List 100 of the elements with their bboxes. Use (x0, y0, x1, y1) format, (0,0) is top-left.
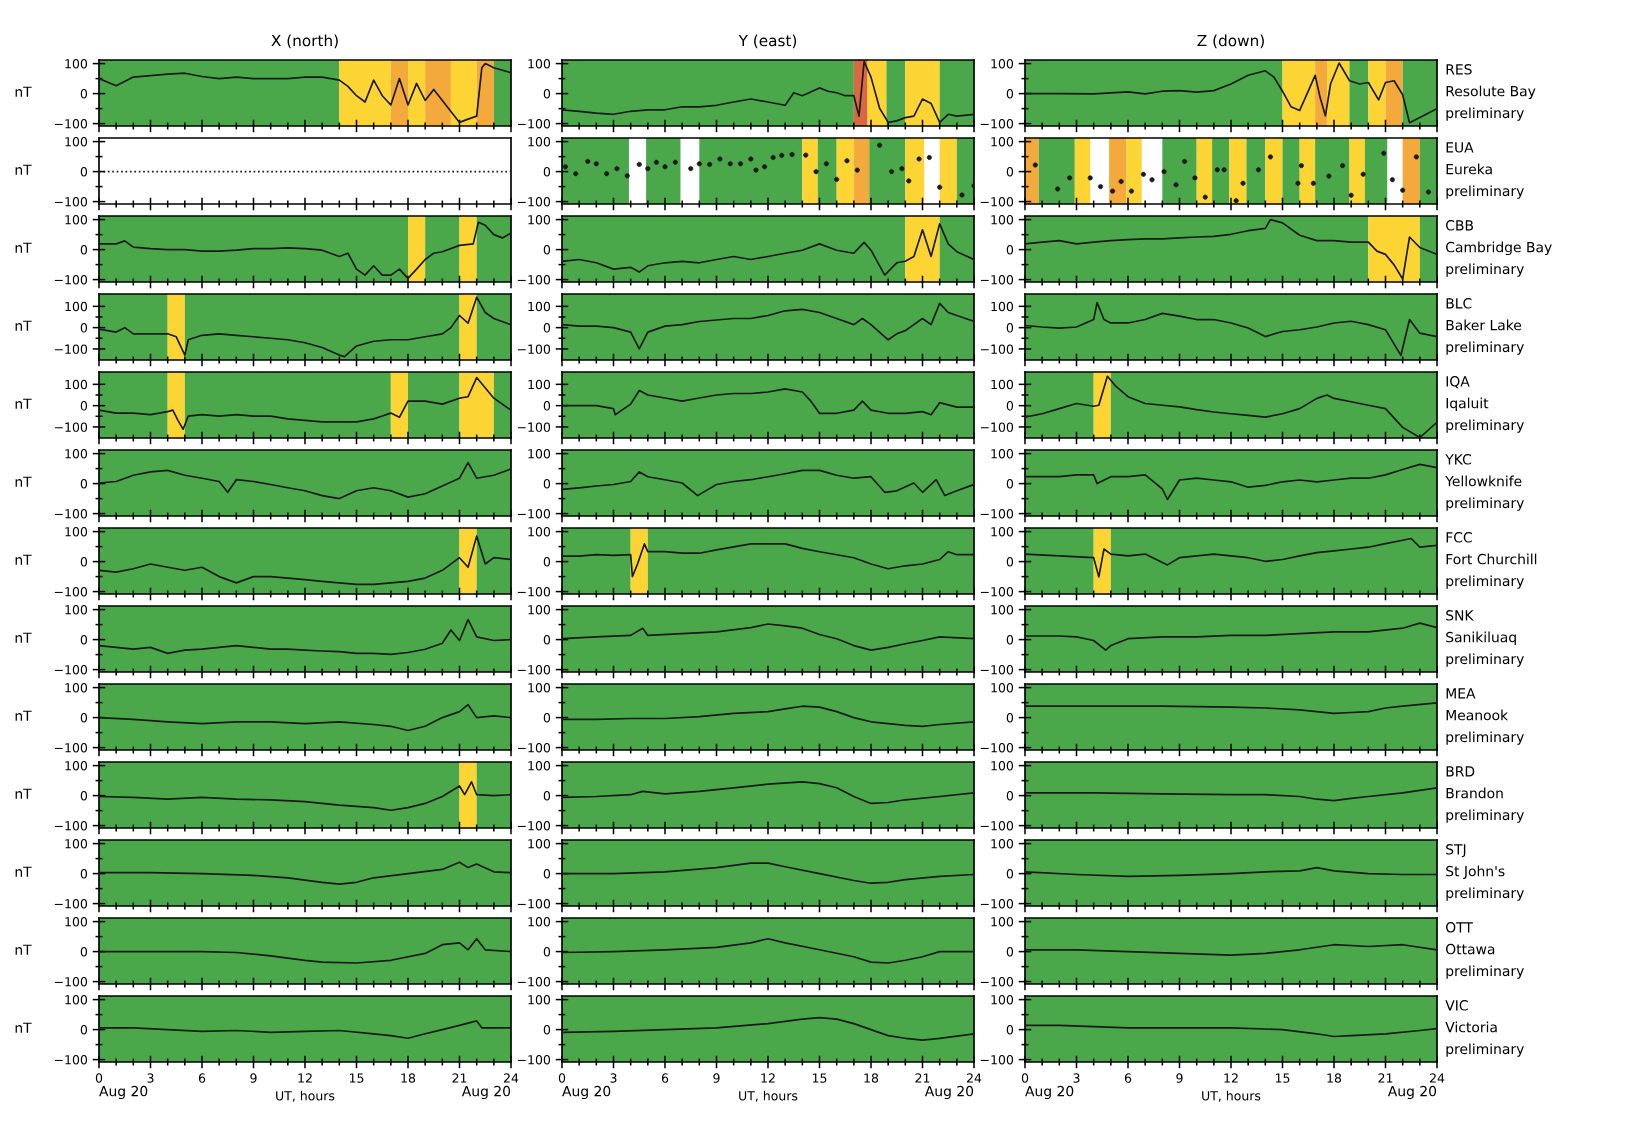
y-tick-label: −100 (980, 587, 1014, 597)
y-tick-label: 100 (528, 379, 551, 390)
text: Iqaluit (1446, 397, 1489, 412)
y-tick-label: 100 (65, 215, 88, 225)
y-tick-label: 0 (1006, 245, 1014, 255)
text: preliminary (1446, 653, 1524, 667)
y-tick-label: 0 (1006, 1025, 1014, 1035)
text: preliminary (1446, 341, 1524, 355)
y-tick-label: 100 (528, 605, 551, 615)
y-tick-label: 100 (991, 683, 1014, 693)
y-tick-label: 100 (65, 839, 88, 849)
y-tick-label: −100 (54, 509, 88, 519)
x-axis-title: UT, hours (739, 1090, 798, 1102)
y-tick-label: 0 (80, 713, 88, 723)
y-tick-label: 0 (1006, 167, 1014, 177)
text: Aug 20 (461, 1085, 511, 1100)
y-tick-label: 100 (65, 917, 88, 927)
y-tick-label: 100 (65, 527, 88, 537)
x-tick-label: 0 (1021, 1073, 1029, 1083)
line-series (99, 780, 511, 812)
text: Aug 20 (924, 1085, 974, 1100)
line-series (1025, 702, 1437, 715)
text: preliminary (1446, 1043, 1524, 1057)
line-series (99, 296, 511, 358)
text: preliminary (1446, 107, 1524, 121)
x-tick-label: 21 (915, 1073, 930, 1083)
y-tick-label: −100 (517, 665, 551, 675)
text: preliminary (1446, 263, 1524, 277)
y-tick-label: −100 (980, 119, 1014, 129)
text: CBB (1446, 220, 1474, 231)
x-tick-label: 24 (503, 1073, 519, 1083)
text: Sanikiluaq (1446, 631, 1516, 646)
y-tick-label: 0 (543, 635, 551, 645)
text: preliminary (1446, 497, 1524, 511)
y-tick-label: 0 (543, 401, 551, 411)
y-tick-label: 0 (1006, 713, 1014, 723)
y-tick-label: 100 (65, 605, 88, 615)
y-tick-label: 0 (1006, 557, 1014, 567)
chart-title: Z (down) (1197, 34, 1264, 49)
y-tick-label: 0 (80, 167, 88, 177)
text: Cambridge Bay (1446, 241, 1552, 256)
text: Brandon (1446, 787, 1503, 799)
x-tick-label: 6 (1124, 1073, 1132, 1083)
y-tick-label: 100 (65, 59, 88, 69)
y-tick-label: 0 (543, 869, 551, 879)
y-tick-label: 0 (543, 323, 551, 333)
y-tick-label: 0 (543, 167, 551, 177)
x-tick-label: 9 (250, 1073, 257, 1083)
y-tick-label: 100 (528, 301, 551, 312)
y-tick-label: 100 (528, 215, 551, 225)
y-tick-label: 0 (1006, 401, 1014, 411)
y-tick-label: −100 (517, 119, 551, 129)
line-series (562, 780, 974, 805)
x-tick-label: 18 (864, 1073, 879, 1083)
line-series (1025, 375, 1437, 438)
line-series (562, 705, 974, 728)
line-series (1025, 62, 1437, 124)
y-tick-label: 0 (543, 947, 551, 957)
y-tick-label: 0 (1006, 323, 1014, 333)
y-tick-label: −100 (54, 1055, 88, 1065)
text: Aug 20 (1025, 1085, 1074, 1100)
y-tick-label: 100 (528, 683, 551, 693)
x-tick-label: 12 (1224, 1073, 1238, 1083)
y-tick-label: 0 (1006, 635, 1014, 645)
line-series (562, 623, 974, 651)
y-tick-label: 100 (65, 137, 88, 147)
text: Eureka (1446, 163, 1492, 175)
y-tick-label: −100 (54, 665, 88, 675)
text: Fort Churchill (1446, 553, 1537, 565)
y-tick-label: −100 (517, 197, 551, 207)
line-series (1025, 1024, 1437, 1038)
line-series (1025, 301, 1437, 357)
y-tick-label: −100 (54, 587, 88, 597)
x-tick-label: 3 (1073, 1073, 1080, 1083)
y-tick-label: −100 (54, 344, 88, 354)
text: preliminary (1446, 887, 1524, 901)
y-tick-label: −100 (980, 665, 1014, 675)
line-series (562, 387, 974, 416)
text: preliminary (1446, 809, 1524, 823)
y-axis-title: nT (15, 1022, 32, 1033)
text: Ottawa (1446, 943, 1495, 955)
y-axis-title: nT (15, 554, 32, 565)
y-tick-label: −100 (54, 899, 88, 909)
x-tick-label: 3 (610, 1073, 617, 1083)
line-series (99, 861, 511, 885)
line-series (562, 60, 974, 124)
x-tick-label: 21 (1378, 1073, 1393, 1083)
y-tick-label: −100 (54, 197, 88, 207)
y-tick-label: 100 (991, 761, 1014, 771)
text: preliminary (1446, 731, 1524, 745)
y-tick-label: 0 (80, 323, 88, 333)
text: Aug 20 (1387, 1085, 1437, 1100)
y-tick-label: 0 (543, 713, 551, 723)
y-tick-label: 100 (65, 761, 88, 771)
line-series (1025, 537, 1437, 578)
x-tick-label: 6 (198, 1073, 206, 1083)
y-tick-label: 0 (1006, 791, 1014, 801)
text: St John's (1446, 865, 1505, 879)
y-axis-title: nT (15, 632, 32, 643)
y-tick-label: 0 (1006, 869, 1014, 879)
